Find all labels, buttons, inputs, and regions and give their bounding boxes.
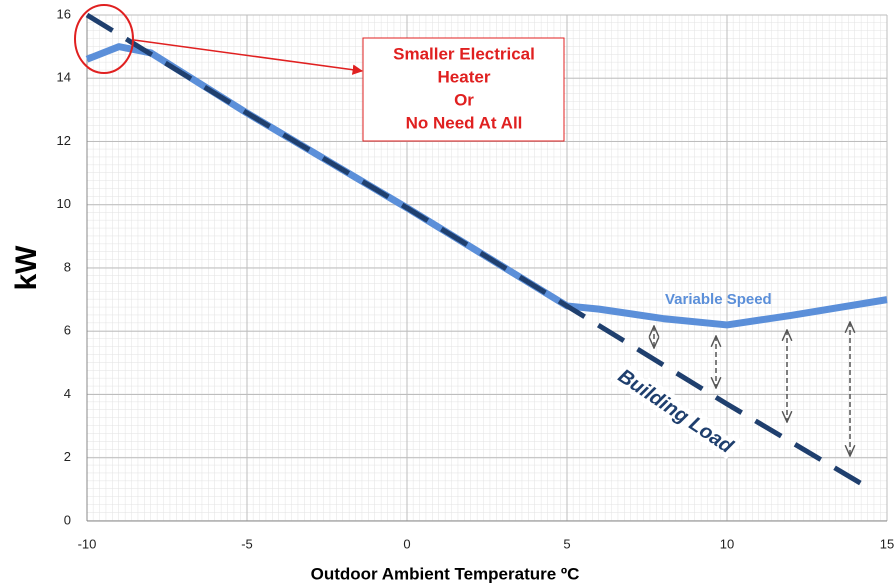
y-tick-label: 10 — [57, 196, 71, 211]
x-tick-label: 5 — [563, 536, 570, 551]
y-axis-label: kW — [10, 245, 43, 291]
y-tick-label: 8 — [64, 259, 71, 274]
callout-text: Or — [454, 90, 474, 109]
callout-text: Heater — [438, 67, 491, 86]
y-tick-label: 2 — [64, 449, 71, 464]
x-tick-label: -5 — [241, 536, 253, 551]
x-tick-label: 15 — [880, 536, 894, 551]
series-line — [85, 12, 873, 492]
y-tick-label: 4 — [64, 386, 71, 401]
y-tick-label: 12 — [57, 133, 71, 148]
gap-arrows — [654, 322, 850, 456]
series-label: Variable Speed — [665, 291, 772, 308]
y-tick-label: 0 — [64, 512, 71, 527]
highlight-circle — [74, 4, 134, 74]
callout-arrow — [133, 39, 364, 75]
y-tick-label: 16 — [57, 6, 71, 21]
x-tick-label: 0 — [403, 536, 410, 551]
callout-text: Smaller Electrical — [393, 44, 535, 63]
y-tick-label: 6 — [64, 323, 71, 338]
y-tick-label: 14 — [57, 70, 71, 85]
x-axis-label: Outdoor Ambient Temperature ºC — [311, 564, 580, 583]
x-tick-label: 10 — [720, 536, 734, 551]
callout-box — [362, 37, 565, 142]
callout-text: No Need At All — [406, 113, 523, 132]
x-tick-label: -10 — [78, 536, 97, 551]
